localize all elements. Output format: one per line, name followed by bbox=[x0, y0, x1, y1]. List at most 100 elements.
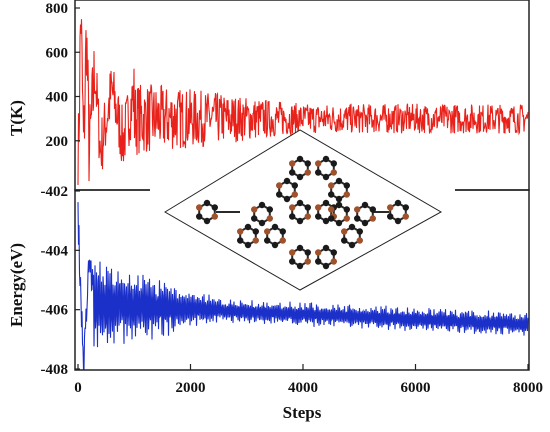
structure-atom bbox=[304, 213, 311, 220]
structure-atom bbox=[354, 215, 361, 222]
structure-atom bbox=[296, 199, 304, 207]
structure-atom bbox=[289, 204, 296, 211]
steps-x-tick-label: 4000 bbox=[288, 380, 318, 396]
temperature-y-tick-label: 600 bbox=[46, 45, 69, 61]
structure-atom bbox=[196, 204, 203, 211]
structure-atom bbox=[315, 213, 322, 220]
structure-atom bbox=[296, 262, 304, 270]
structure-atom bbox=[266, 215, 273, 222]
structure-atom bbox=[394, 199, 402, 207]
structure-atom bbox=[237, 237, 244, 244]
structure-atom bbox=[315, 258, 322, 265]
structure-atom bbox=[356, 228, 363, 235]
structure-atom bbox=[348, 241, 356, 249]
structure-atom bbox=[328, 215, 335, 222]
structure-atom bbox=[264, 228, 271, 235]
structure-atom bbox=[296, 155, 304, 163]
structure-atom bbox=[203, 217, 211, 225]
structure-atom bbox=[276, 182, 283, 189]
steps-axis-label: Steps bbox=[283, 403, 322, 422]
structure-atom bbox=[341, 237, 348, 244]
temperature-y-tick-label: 800 bbox=[46, 1, 69, 17]
structure-atom bbox=[330, 258, 337, 265]
structure-atom bbox=[258, 201, 266, 209]
structure-atom bbox=[289, 213, 296, 220]
structure-atom bbox=[296, 173, 304, 181]
structure-inset bbox=[150, 129, 455, 291]
structure-atom bbox=[361, 201, 369, 209]
structure-atom bbox=[304, 169, 311, 176]
structure-atom bbox=[211, 204, 218, 211]
unit-cell-diamond bbox=[164, 129, 443, 291]
structure-atom bbox=[335, 219, 343, 227]
structure-atom bbox=[271, 223, 279, 231]
structure-atom bbox=[315, 204, 322, 211]
structure-atom bbox=[328, 182, 335, 189]
structure-atom bbox=[356, 237, 363, 244]
structure-atom bbox=[237, 228, 244, 235]
structure-atom bbox=[322, 199, 330, 207]
structure-atom bbox=[361, 219, 369, 227]
structure-atom bbox=[341, 228, 348, 235]
temperature-axis-label: T(K) bbox=[7, 100, 26, 136]
structure-atom bbox=[304, 249, 311, 256]
structure-atom bbox=[322, 262, 330, 270]
structure-atom bbox=[289, 258, 296, 265]
structure-atom bbox=[369, 206, 376, 213]
structure-atom bbox=[271, 241, 279, 249]
structure-atom bbox=[343, 191, 350, 198]
structure-atom bbox=[279, 228, 286, 235]
temperature-y-tick-label: 400 bbox=[46, 90, 69, 106]
structure-atom bbox=[335, 195, 343, 203]
structure-atom bbox=[289, 169, 296, 176]
temperature-y-tick-label: 200 bbox=[46, 134, 69, 150]
structure-atom bbox=[266, 206, 273, 213]
energy-series-group bbox=[77, 202, 529, 370]
structure-atom bbox=[343, 182, 350, 189]
structure-atom bbox=[315, 249, 322, 256]
structure-atom bbox=[330, 249, 337, 256]
structure-atom bbox=[335, 201, 343, 209]
structure-atom bbox=[291, 191, 298, 198]
energy-y-tick-label: -406 bbox=[41, 303, 69, 319]
structure-atom bbox=[387, 204, 394, 211]
temperature-line bbox=[77, 19, 529, 186]
structure-atom bbox=[291, 182, 298, 189]
energy-axis-label: Energy(eV) bbox=[7, 243, 26, 327]
structure-atom bbox=[328, 206, 335, 213]
steps-x-tick-label: 8000 bbox=[513, 380, 543, 396]
structure-atom bbox=[343, 206, 350, 213]
structure-atom bbox=[283, 195, 291, 203]
structure-atom bbox=[330, 169, 337, 176]
structure-atom bbox=[196, 213, 203, 220]
structure-atom bbox=[304, 204, 311, 211]
structure-atom bbox=[322, 244, 330, 252]
steps-x-tick-label: 2000 bbox=[176, 380, 206, 396]
steps-x-tick-label: 0 bbox=[74, 380, 82, 396]
energy-y-tick-label: -408 bbox=[41, 362, 69, 378]
structure-atom bbox=[348, 223, 356, 231]
structure-atom bbox=[394, 217, 402, 225]
structure-atom bbox=[402, 204, 409, 211]
structure-atom bbox=[279, 237, 286, 244]
tick-group: 200 400 600 800 -408 -406 -404 -402 0 2000 4000 600… bbox=[41, 1, 544, 396]
structure-atom bbox=[211, 213, 218, 220]
structure-atom bbox=[276, 191, 283, 198]
structure-atom bbox=[251, 206, 258, 213]
structure-atom bbox=[264, 237, 271, 244]
structure-atom bbox=[244, 223, 252, 231]
energy-y-tick-label: -404 bbox=[41, 243, 69, 259]
structure-atom bbox=[289, 249, 296, 256]
structure-atom bbox=[244, 241, 252, 249]
temperature-series-group bbox=[77, 19, 529, 186]
structure-atom bbox=[315, 169, 322, 176]
structure-atom bbox=[322, 217, 330, 225]
structure-atom bbox=[296, 244, 304, 252]
energy-line bbox=[77, 202, 529, 370]
structure-atom bbox=[252, 237, 259, 244]
energy-y-tick-label: -402 bbox=[41, 184, 69, 200]
structure-atom bbox=[387, 213, 394, 220]
structure-atom bbox=[322, 173, 330, 181]
